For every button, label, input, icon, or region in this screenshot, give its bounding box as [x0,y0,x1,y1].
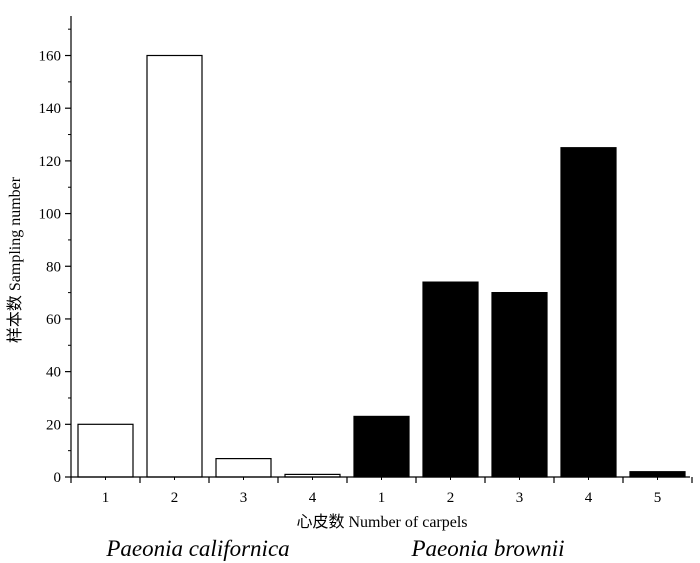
bars-layer [77,54,686,478]
x-tick-label: 4 [585,490,593,506]
x-tick-label: 4 [309,490,317,506]
y-tick-label: 120 [39,154,62,170]
y-axis-title: 样本数 Sampling number [6,176,24,343]
bar [353,415,410,478]
x-tick-label: 1 [378,490,386,506]
y-tick-label: 40 [46,365,61,381]
x-tick-label: 3 [240,490,248,506]
y-tick-label: 20 [46,417,61,433]
x-tick-label: 2 [171,490,179,506]
y-tick-label: 160 [39,49,62,65]
x-tick-label: 5 [654,490,662,506]
y-tick-label: 80 [46,259,61,275]
y-tick-label: 100 [39,207,62,223]
bar [77,423,134,478]
axes-layer [65,16,693,483]
bar [491,292,548,478]
x-tick-label: 2 [447,490,455,506]
y-tick-label: 60 [46,312,61,328]
labels-layer: 1 2 3 4 1 2 3 4 5 0 20 40 60 80 100 120 140 160 [39,49,662,506]
species-label-californica: Paeonia californica [105,536,289,561]
bar [422,281,479,478]
x-tick-label: 3 [516,490,524,506]
bar [560,147,617,478]
y-tick-label: 140 [39,101,62,117]
species-label-brownii: Paeonia brownii [410,536,564,561]
bar [215,458,272,478]
bar [629,471,686,478]
x-tick-label: 1 [102,490,110,506]
x-axis-title: 心皮数 Number of carpels [296,513,467,531]
bar [146,54,203,478]
y-tick-label: 0 [54,470,62,486]
